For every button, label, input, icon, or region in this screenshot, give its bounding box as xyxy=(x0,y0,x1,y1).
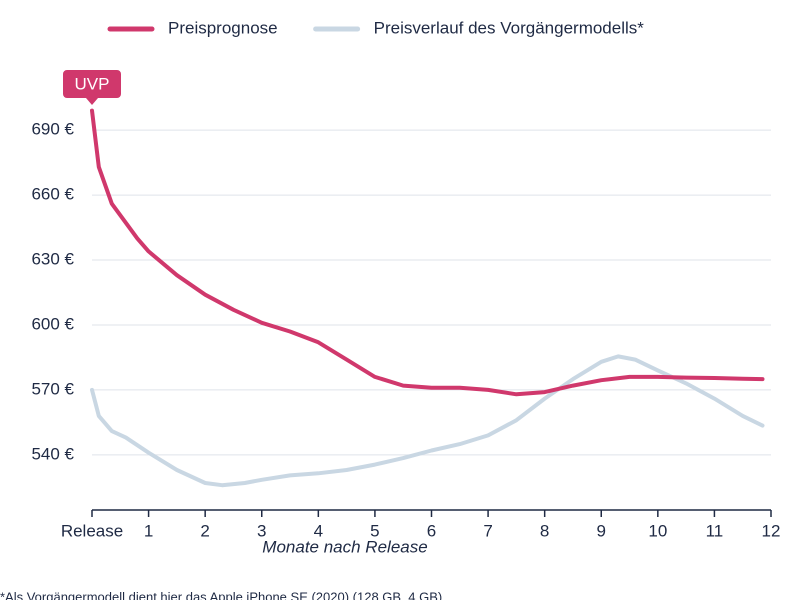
x-tick-label: 9 xyxy=(597,521,606,540)
y-tick-label: 630 € xyxy=(31,250,74,269)
x-axis-label: Monate nach Release xyxy=(262,537,427,556)
x-tick-label: 8 xyxy=(540,521,549,540)
x-tick-label: 11 xyxy=(706,521,724,540)
x-tick-label: Release xyxy=(61,521,123,540)
y-tick-label: 690 € xyxy=(31,120,74,139)
footnote: *Als Vorgängermodell dient hier das Appl… xyxy=(0,589,442,600)
x-tick-label: 10 xyxy=(648,521,667,540)
legend-label: Preisprognose xyxy=(168,18,278,37)
x-tick-label: 7 xyxy=(483,521,492,540)
x-tick-label: 2 xyxy=(200,521,209,540)
line-series xyxy=(90,108,765,397)
legend-label: Preisverlauf des Vorgängermodells* xyxy=(374,18,645,37)
y-tick-label: 540 € xyxy=(31,444,74,463)
y-tick-label: 660 € xyxy=(31,185,74,204)
x-tick-label: 3 xyxy=(257,521,266,540)
annotation: UVP xyxy=(75,74,110,93)
x-tick-label: 1 xyxy=(144,521,153,540)
x-tick-label: 5 xyxy=(370,521,379,540)
x-tick-label: 4 xyxy=(314,521,323,540)
annotation-badge xyxy=(63,70,121,105)
x-tick-label: 12 xyxy=(762,521,781,540)
x-tick-label: 6 xyxy=(427,521,436,540)
y-tick-label: 570 € xyxy=(31,379,74,398)
line-series xyxy=(90,354,765,488)
y-tick-label: 600 € xyxy=(31,314,74,333)
